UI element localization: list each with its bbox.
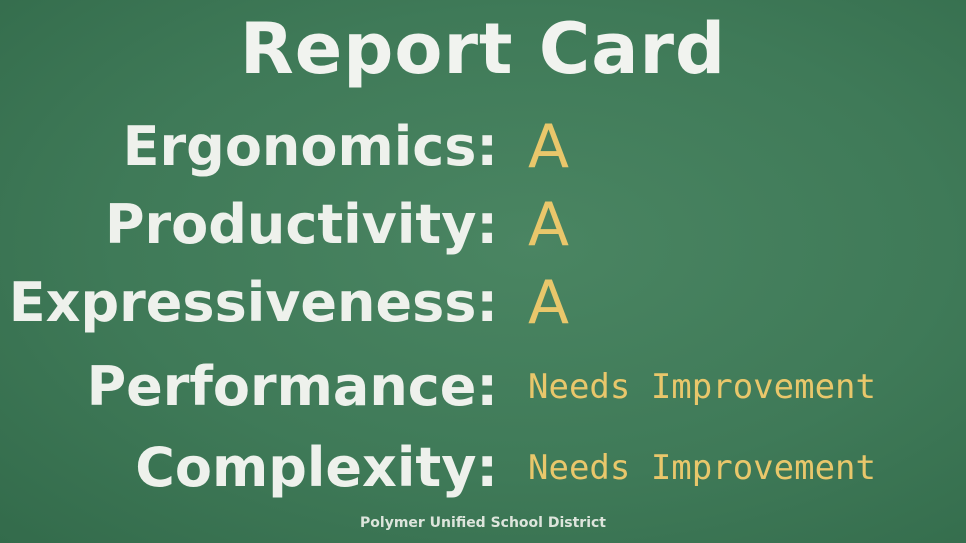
grade-value: A <box>528 190 570 260</box>
subject-label: Performance: <box>86 355 498 418</box>
subject-label: Complexity: <box>135 436 498 499</box>
grade-row-performance: Performance: Needs Improvement <box>0 352 966 422</box>
grade-row-ergonomics: Ergonomics: A <box>0 112 966 182</box>
grade-value: Needs Improvement <box>528 448 876 488</box>
grade-value: A <box>528 112 570 182</box>
subject-label: Expressiveness: <box>8 271 498 334</box>
subject-label: Productivity: <box>104 193 498 256</box>
grade-value: Needs Improvement <box>528 367 876 407</box>
footer-text: Polymer Unified School District <box>360 515 606 531</box>
slide-title: Report Card <box>239 8 727 90</box>
grade-row-complexity: Complexity: Needs Improvement <box>0 433 966 503</box>
subject-label: Ergonomics: <box>122 115 498 178</box>
grade-row-expressiveness: Expressiveness: A <box>0 268 966 338</box>
grade-value: A <box>528 268 570 338</box>
grade-row-productivity: Productivity: A <box>0 190 966 260</box>
